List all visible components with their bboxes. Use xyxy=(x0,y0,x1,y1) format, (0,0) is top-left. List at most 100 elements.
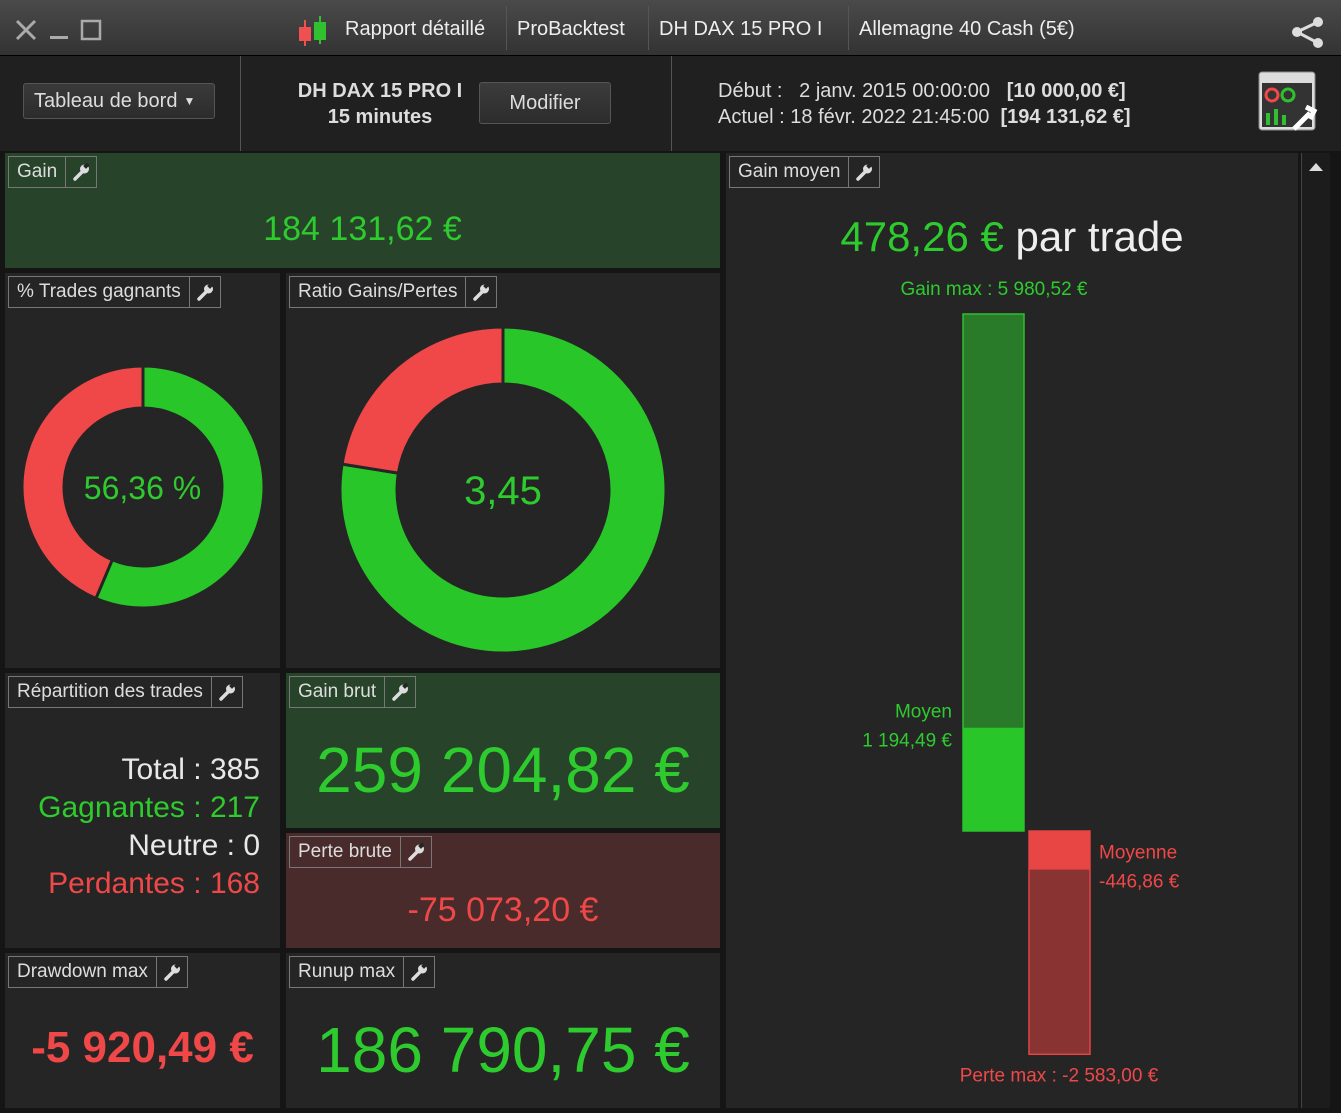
start-label: Début : xyxy=(718,80,783,102)
wrench-icon xyxy=(196,283,214,301)
title: Répartition des trades xyxy=(17,681,203,702)
max-label-part: 5 980,52 € xyxy=(998,279,1088,300)
row-value: 0 xyxy=(243,829,260,862)
tab[interactable]: Allemagne 40 Cash (5€) xyxy=(859,18,1075,40)
row-label: Perdantes : xyxy=(48,867,202,900)
system-info: DH DAX 15 PRO I 15 minutes xyxy=(280,78,480,130)
candle-icon xyxy=(299,16,326,46)
separator xyxy=(848,6,849,50)
wrench[interactable] xyxy=(210,677,242,707)
separator xyxy=(671,56,672,151)
row-value: 385 xyxy=(209,753,260,786)
title: Ratio Gains/Pertes xyxy=(298,281,458,302)
panel-title: Drawdown max xyxy=(8,956,188,988)
distribution-row: Total : 385 xyxy=(38,751,260,789)
drawdown-panel: Drawdown max -5 920,49 € xyxy=(5,953,280,1108)
title-bar: Rapport détaillé ProBacktest DH DAX 15 P… xyxy=(0,0,1341,55)
panel-title: Gain brut xyxy=(289,676,417,708)
gross-gain-value: 259 204,82 € xyxy=(316,734,690,806)
scrollbar[interactable] xyxy=(1301,153,1330,1108)
title: Gain moyen xyxy=(738,161,841,182)
title: Runup max xyxy=(298,961,396,982)
dropdown-caret: ▼ xyxy=(183,94,196,108)
share-icon[interactable] xyxy=(1290,16,1330,50)
timeframe: 15 minutes xyxy=(327,106,433,128)
avg-gain-panel: Gain moyen 478,26 € par trade Gain max :… xyxy=(726,153,1298,1108)
scroll-up[interactable] xyxy=(1302,153,1330,181)
avg-loss-label: Moyenne xyxy=(1099,843,1177,864)
dashboard-dropdown[interactable]: Tableau de bord ▼ xyxy=(23,83,215,119)
ratio-panel: Ratio Gains/Pertes 3,45 xyxy=(286,273,720,668)
donut-win xyxy=(93,364,266,610)
row-label: Total : xyxy=(121,753,202,786)
modify-button[interactable]: Modifier xyxy=(479,82,611,124)
wrench[interactable] xyxy=(65,157,96,187)
avg-win-label: Moyen xyxy=(895,702,952,723)
gain-panel: Gain 184 131,62 € xyxy=(5,153,720,268)
avg-win-value-part: 1 194,49 € xyxy=(862,731,952,752)
panel-title: Répartition des trades xyxy=(8,676,243,708)
system-name: DH DAX 15 PRO I xyxy=(297,80,463,102)
row-label: Neutre : xyxy=(128,829,235,862)
wrench-icon xyxy=(219,683,236,701)
current-capital: [194 131,62 €] xyxy=(1000,106,1131,128)
avg-gain-headline: 478,26 € par trade xyxy=(726,213,1298,261)
runup-value: 186 790,75 € xyxy=(316,1014,690,1086)
runup-panel: Runup max 186 790,75 € xyxy=(286,953,720,1108)
distribution-panel: Répartition des trades Total : 385 Gagnan… xyxy=(5,673,280,948)
distribution-row: Gagnantes : 217 xyxy=(38,789,260,827)
title: Gain xyxy=(17,161,58,182)
winning-panel: % Trades gagnants 56,36 % xyxy=(5,273,280,668)
current-date: 18 févr. 2022 21:45:00 xyxy=(790,106,990,128)
wrench[interactable] xyxy=(403,957,434,987)
title: Gain brut xyxy=(298,681,377,702)
panel-title: Gain xyxy=(8,156,98,188)
settings-icon[interactable] xyxy=(1258,71,1320,133)
avg-win-value: 1 194,49 € xyxy=(862,731,952,752)
separator xyxy=(648,6,649,50)
avg-win-bar xyxy=(963,727,1024,831)
wrench[interactable] xyxy=(465,277,496,307)
wrench-icon xyxy=(856,163,873,181)
title: Drawdown max xyxy=(17,961,148,982)
dropdown-label: Tableau de bord xyxy=(34,89,178,112)
wrench[interactable] xyxy=(188,277,220,307)
distribution-row: Perdantes : 168 xyxy=(38,865,260,903)
panel-title: Ratio Gains/Pertes xyxy=(289,276,498,308)
avg-gain-value: 478,26 € xyxy=(840,213,1004,260)
tab[interactable]: DH DAX 15 PRO I xyxy=(659,18,823,40)
current-label: Actuel : xyxy=(718,106,785,128)
start-capital: [10 000,00 €] xyxy=(1006,80,1126,102)
min-label-part: Perte max : xyxy=(960,1065,1057,1086)
start-date: 2 janv. 2015 00:00:00 xyxy=(799,80,991,102)
avg-loss-value-part: -446,86 € xyxy=(1099,872,1180,893)
wrench-icon xyxy=(392,683,409,701)
avg-win-label-part: Moyen xyxy=(895,702,952,723)
wrench[interactable] xyxy=(384,677,415,707)
distribution-row: Neutre : 0 xyxy=(38,827,260,865)
wrench[interactable] xyxy=(400,837,431,867)
avg-loss-label-part: Moyenne xyxy=(1099,843,1177,864)
drawdown-value: -5 920,49 € xyxy=(31,1023,254,1072)
tab[interactable]: Rapport détaillé xyxy=(345,18,486,40)
min-label-part: -2 583,00 € xyxy=(1062,1065,1159,1086)
wrench-icon xyxy=(164,963,181,981)
wrench[interactable] xyxy=(155,957,187,987)
gain-range-chart: Gain max : 5 980,52 € Moyen 1 194,49 € Moye… xyxy=(862,279,1180,1086)
avg-loss-bar xyxy=(1029,831,1090,870)
panel-title: Perte brute xyxy=(289,836,432,868)
distribution-rows: Total : 385 Gagnantes : 217 Neutre : 0 Perd… xyxy=(38,751,260,903)
separator xyxy=(240,56,241,151)
wrench[interactable] xyxy=(848,157,879,187)
period-info: Début : 2 janv. 2015 00:00:00 [10 000,00… xyxy=(718,78,1131,130)
title: Perte brute xyxy=(298,841,392,862)
ratio-value: 3,45 xyxy=(464,469,542,513)
header: Tableau de bord ▼ DH DAX 15 PRO I 15 minut… xyxy=(0,55,1341,151)
separator xyxy=(506,6,507,50)
tab[interactable]: ProBacktest xyxy=(517,18,625,40)
wrench-icon xyxy=(411,963,428,981)
wrench-icon xyxy=(473,283,491,301)
max-label-part: Gain max : xyxy=(901,279,993,300)
donut-loss xyxy=(20,364,145,601)
row-label: Gagnantes : xyxy=(38,791,202,824)
